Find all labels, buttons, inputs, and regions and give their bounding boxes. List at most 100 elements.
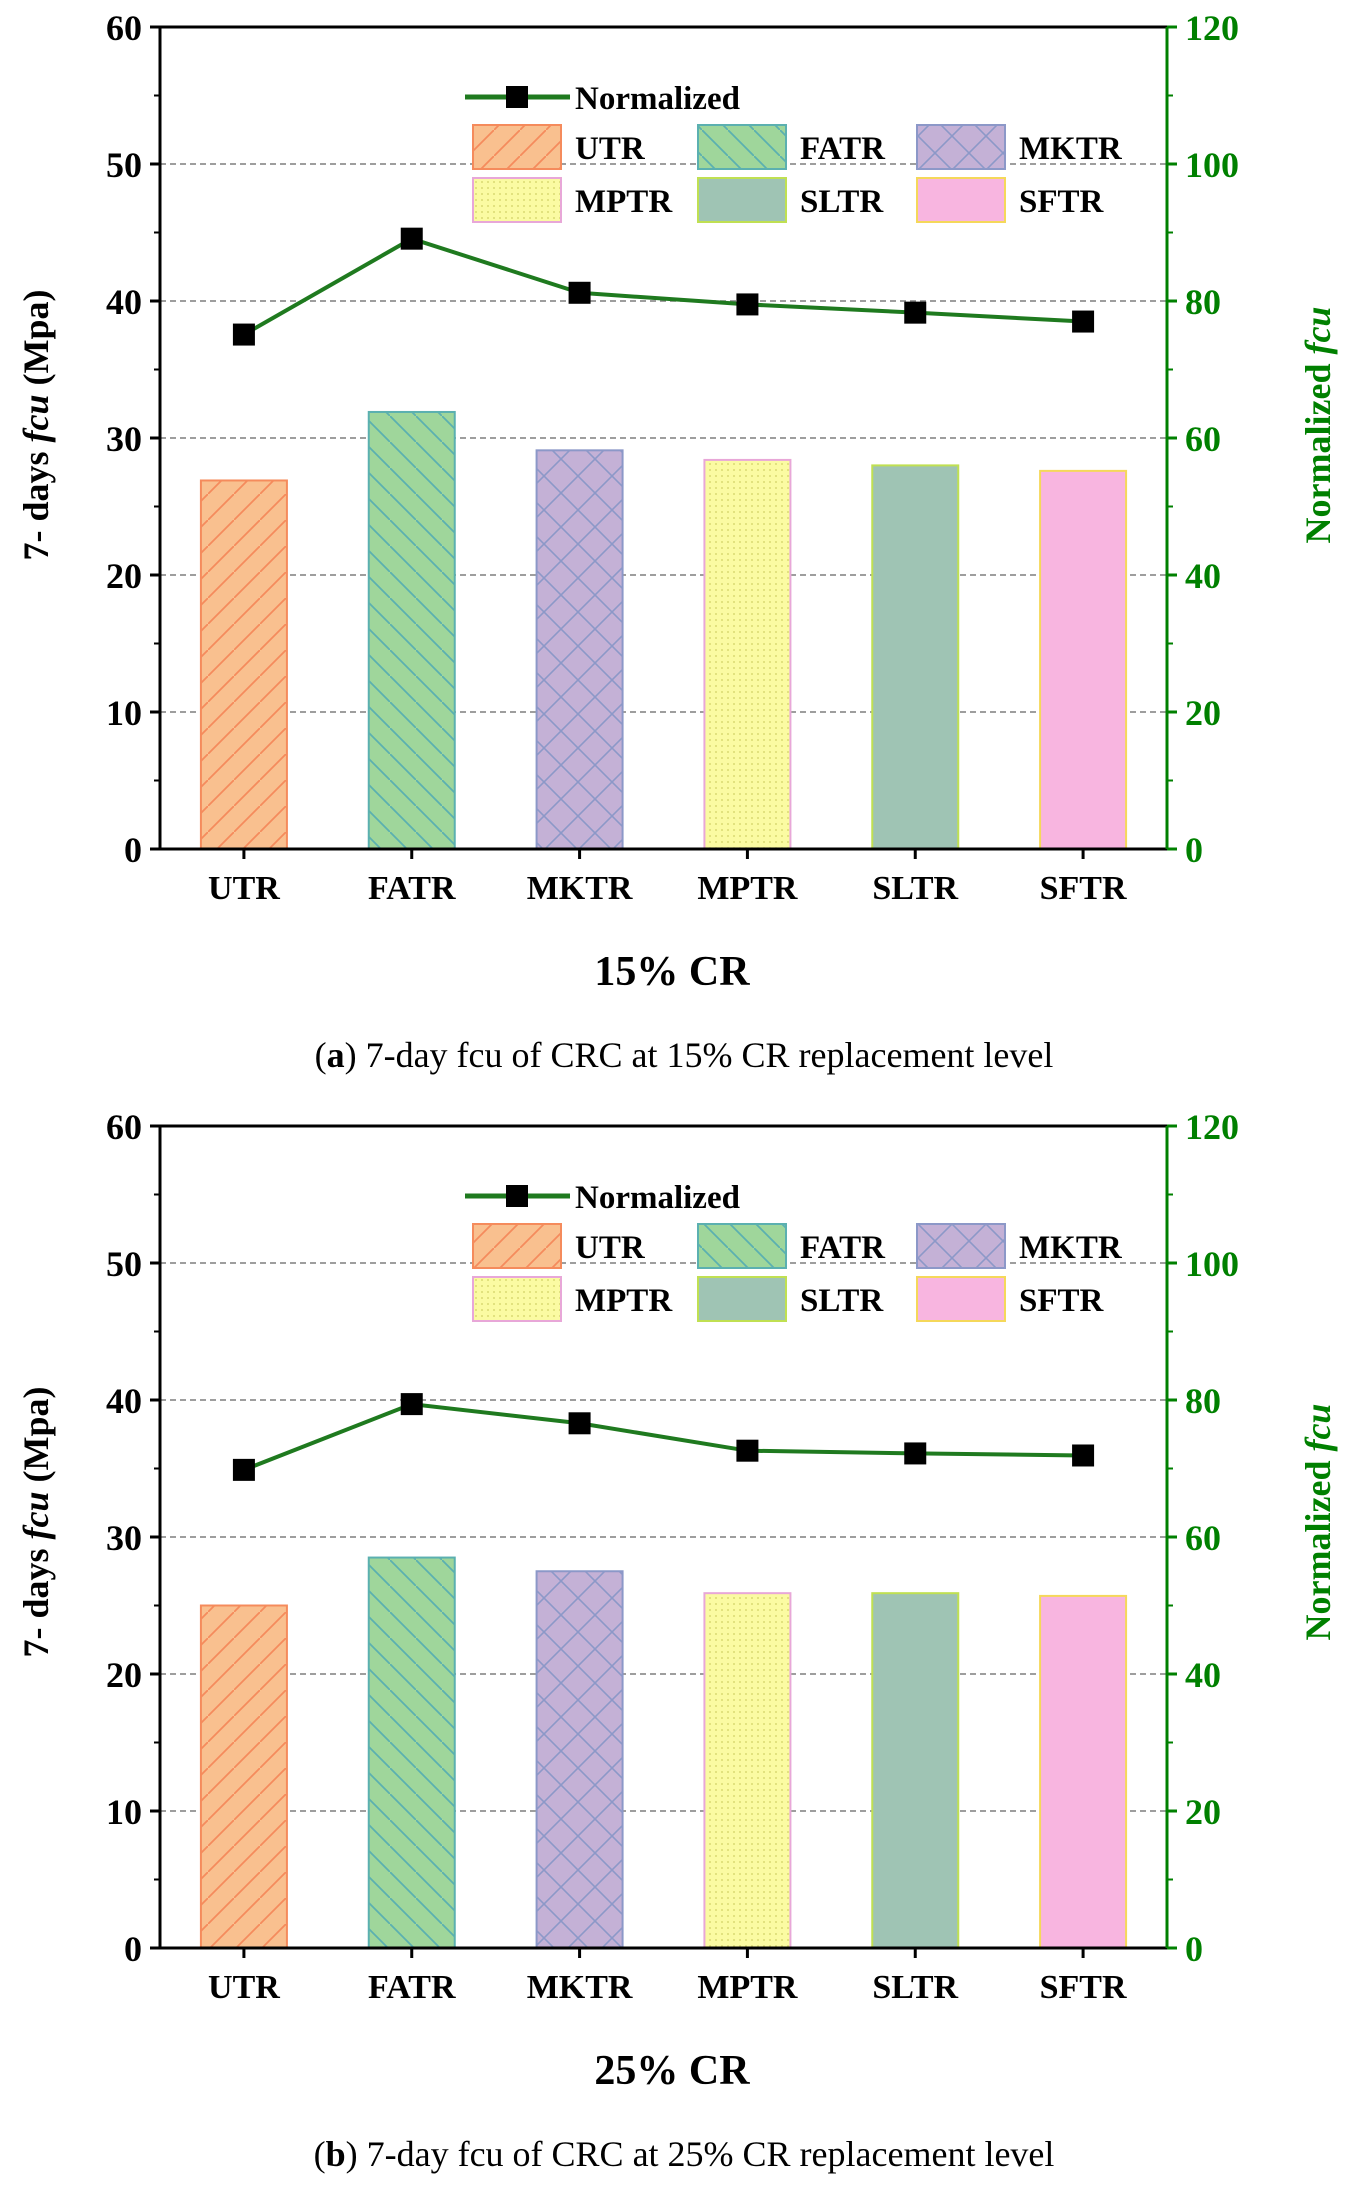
y-tick-label: 30 [106,1518,142,1558]
bar-fill [872,465,959,849]
caption-b: (b) 7-day fcu of CRC at 25% CR replaceme… [314,2134,1055,2174]
x-axis-title: 15% CR [594,949,750,995]
legend-swatch-outline [697,1223,787,1269]
legend-swatch-outline [697,1276,787,1322]
x-tick-label: MKTR [527,870,633,907]
caption-a: (a) 7-day fcu of CRC at 15% CR replaceme… [315,1035,1054,1075]
bar-sltr [871,1592,960,1950]
legend-label: FATR [800,131,886,167]
chart-panel-b: 0 10 20 30 40 50 60 0 20 40 60 80 100 120 UTR FATR MKTR M… [16,1107,1338,2174]
legend-swatch-pattern [917,125,1005,169]
bar-sftr [1039,469,1128,850]
bar-pattern [536,1571,623,1948]
legend-swatch-pattern [473,125,561,169]
bar-fill [1040,1595,1127,1948]
legend-item-fatr: FATR [697,1223,886,1269]
y-axis-title: 7- days fcu (Mpa) [16,289,56,560]
legend-label: SFTR [1019,1283,1105,1319]
legend-swatch-outline [697,124,787,170]
x-tick-label: MPTR [697,870,798,907]
legend-label: SLTR [800,1283,884,1319]
legend-item-utr: UTR [472,1223,646,1269]
normalized-point-fatr [400,227,423,250]
bar-mptr [703,1592,792,1950]
y-tick-label: 10 [106,693,142,733]
y-tick-label: 60 [106,1107,142,1147]
y2-tick-label: 0 [1185,1929,1203,1969]
bar-utr [199,1604,288,1949]
normalized-point-utr [232,1458,255,1481]
bar-sftr [1039,1594,1128,1950]
y2-tick-label: 80 [1185,282,1221,322]
legend-swatch-fill [917,178,1005,222]
bar-pattern [704,459,791,849]
legend-swatch-fill [698,1277,786,1321]
y2-axis-title: Normalized fcu [1298,1404,1338,1641]
y2-tick-label: 100 [1185,1244,1239,1284]
legend-marker-swatch [506,86,528,108]
legend-swatch-outline [697,177,787,223]
legend-swatch-fill [917,1277,1005,1321]
y-tick-label: 50 [106,145,142,185]
legend-swatch-pattern [473,178,561,222]
y-tick-label: 30 [106,419,142,459]
y2-tick-label: 20 [1185,1792,1221,1832]
y2-tick-label: 60 [1185,1518,1221,1558]
chart-panel-a: 0 10 20 30 40 50 60 0 20 40 60 80 100 120 UTR FATR MKTR M… [16,8,1338,1075]
legend-swatch-outline [472,124,562,170]
normalized-point-sltr [904,1442,927,1465]
normalized-point-sftr [1072,1444,1095,1467]
y2-tick-label: 120 [1185,1107,1239,1147]
legend-item-mktr: MKTR [916,124,1123,170]
y2-tick-label: 20 [1185,693,1221,733]
y2-tick-label: 80 [1185,1381,1221,1421]
bar-fill [1040,470,1127,849]
y2-tick-label: 40 [1185,1655,1221,1695]
legend-item-sftr: SFTR [916,1276,1105,1322]
legend-label: MKTR [1019,131,1123,167]
y-tick-label: 60 [106,8,142,48]
legend-swatch-pattern [473,1277,561,1321]
x-axis-title: 25% CR [594,2048,750,2094]
legend: Normalized UTR FATR MKTR MPTR SLTR SFTR [465,81,1123,223]
legend-swatch-outline [472,177,562,223]
x-tick-label: MPTR [697,1969,798,2006]
legend-marker-swatch [506,1185,528,1207]
legend-swatch-pattern [698,1224,786,1268]
legend-label: Normalized [575,1180,740,1216]
legend-item-normalized: Normalized [465,81,740,117]
y2-tick-label: 60 [1185,419,1221,459]
x-tick-label: FATR [368,1969,456,2006]
bar-pattern [536,450,623,849]
x-tick-label: MKTR [527,1969,633,2006]
bar-pattern [368,411,455,849]
bar-pattern [368,1557,455,1948]
bar-sltr [871,464,960,850]
legend-swatch-outline [472,1223,562,1269]
bar-pattern [200,1605,287,1948]
normalized-point-sltr [904,301,927,324]
x-tick-label: UTR [208,1969,280,2006]
x-tick-label: SLTR [872,1969,958,2006]
bar-fatr [367,410,456,850]
y-tick-label: 10 [106,1792,142,1832]
bar-fatr [367,1556,456,1950]
legend-item-fatr: FATR [697,124,886,170]
legend-label: FATR [800,1230,886,1266]
y-tick-label: 0 [124,830,142,870]
bar-fill [872,1593,959,1948]
legend-label: MPTR [575,184,673,220]
normalized-point-mktr [568,281,591,304]
x-tick-label: UTR [208,870,280,907]
y2-tick-label: 40 [1185,556,1221,596]
y-tick-label: 50 [106,1244,142,1284]
x-tick-label: FATR [368,870,456,907]
legend-label: MPTR [575,1283,673,1319]
legend-swatch-outline [472,1276,562,1322]
normalized-point-mktr [568,1412,591,1435]
legend-swatch-pattern [917,1224,1005,1268]
legend-swatch-outline [916,124,1006,170]
legend-item-normalized: Normalized [465,1180,740,1216]
legend-label: UTR [575,131,646,167]
